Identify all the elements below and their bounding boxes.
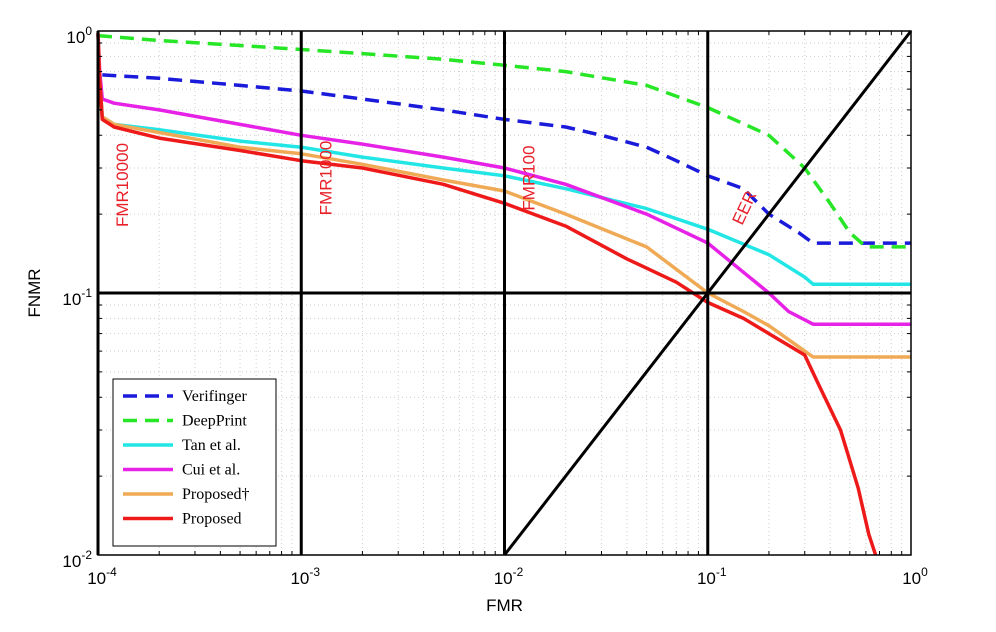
y-tick-label: 100	[66, 24, 92, 47]
legend-label-proposed-dagger: Proposed†	[182, 486, 250, 503]
x-tick-label: 10-1	[697, 565, 727, 588]
x-tick-label: 100	[902, 565, 928, 588]
legend-label-verifinger: Verifinger	[182, 388, 248, 405]
series-line-proposed	[96, 33, 878, 556]
legend: Verifinger DeepPrint Tan et al. Cui et a…	[112, 378, 277, 547]
ref-label-fmr1000: FMR1000	[316, 141, 335, 216]
y-tick-labels: 10-2 10-1 100	[62, 24, 92, 571]
series-line-deepprint	[97, 33, 911, 249]
legend-label-proposed: Proposed	[182, 511, 242, 528]
ref-line-eer-diagonal	[503, 30, 913, 556]
ref-label-fmr10000: FMR10000	[113, 143, 132, 227]
series-line-verifinger	[102, 73, 911, 245]
legend-label-deepprint: DeepPrint	[182, 413, 247, 430]
x-tick-label: 10-4	[87, 565, 117, 588]
y-tick-label: 10-1	[62, 286, 92, 309]
legend-label-cui-et-al: Cui et al.	[182, 462, 240, 479]
x-tick-labels: 10-4 10-3 10-2 10-1 100	[87, 565, 928, 588]
legend-label-tan-et-al: Tan et al.	[182, 437, 241, 454]
y-axis-label: FNMR	[25, 268, 44, 317]
x-tick-label: 10-3	[290, 565, 320, 588]
axis-tick-marks	[97, 31, 911, 556]
y-tick-label: 10-2	[62, 548, 92, 571]
x-axis-label: FMR	[486, 596, 523, 615]
reference-lines	[96, 30, 913, 556]
ref-label-fmr100: FMR100	[520, 145, 539, 210]
x-tick-label: 10-2	[494, 565, 524, 588]
